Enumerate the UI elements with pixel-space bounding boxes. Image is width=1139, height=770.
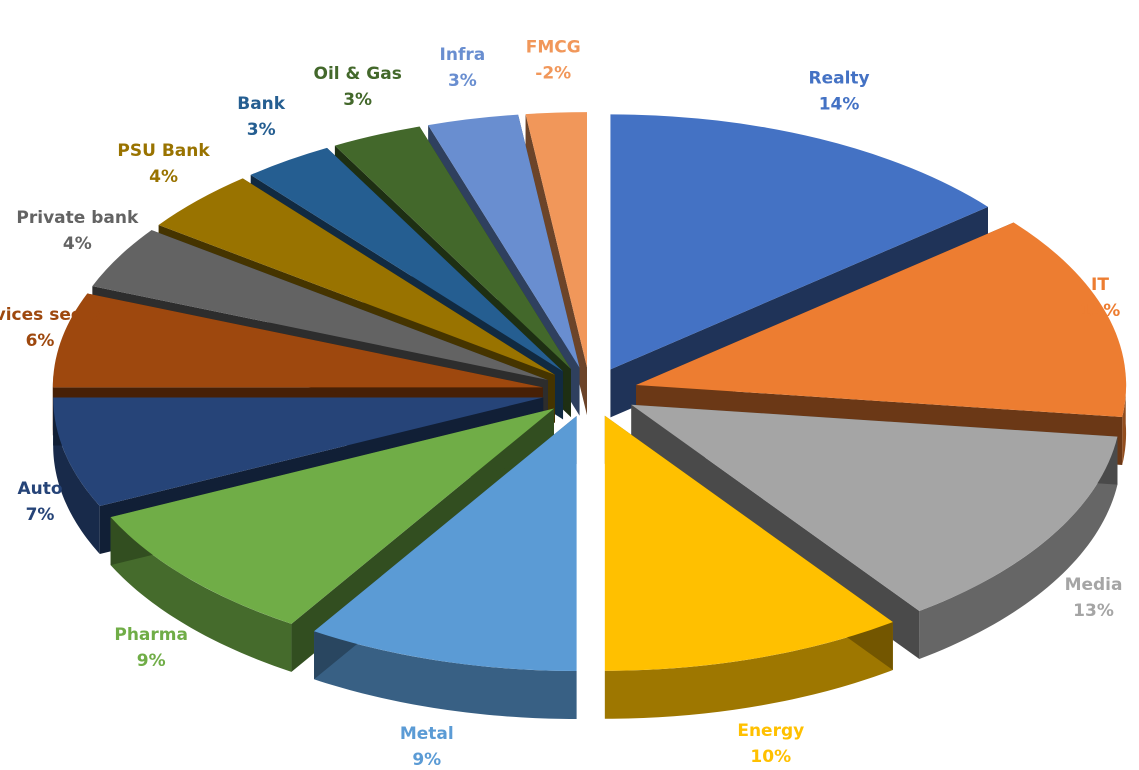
data-label-name-it: IT [1091,275,1109,295]
slice-wall-energy [604,622,893,719]
data-label-value-infra: 3% [448,71,477,91]
slice-energy [604,415,893,671]
data-label-name-media: Media [1065,575,1123,595]
data-label-name-bank: Bank [237,94,286,114]
data-label-value-bank: 3% [247,120,276,140]
slice-wall-pharma [110,517,292,672]
slice-private-bank [92,230,548,380]
data-label-value-sevices-sector: 6% [26,331,55,351]
data-label-value-fmcg: -2% [535,64,571,84]
data-label-private-bank: Private bank 4% [16,208,139,254]
slice-media [631,404,1118,612]
data-labels-layer: Realty 14%IT 13%Media 13%Energy 10%Metal 9%Ph… [0,38,1122,770]
data-label-name-private-bank: Private bank [16,208,139,228]
data-label-name-pharma: Pharma [114,625,188,645]
data-label-realty: Realty 14% [809,68,870,114]
data-label-value-it: 13% [1080,301,1121,321]
data-label-value-metal: 9% [412,750,441,770]
slice-tops-layer [52,112,1127,671]
slice-fmcg [525,112,587,368]
data-label-value-psu-bank: 4% [149,167,178,187]
data-label-value-energy: 10% [750,747,791,767]
slice-realty [610,114,988,370]
slice-sevices-sector [52,293,543,388]
data-label-value-pharma: 9% [137,651,166,671]
data-label-auto: Auto 7% [17,479,62,525]
slice-wall-media [919,436,1118,660]
slice-wall-auto [53,397,100,555]
slice-it [636,222,1127,417]
slice-infra [428,114,580,368]
data-label-name-infra: Infra [440,45,486,65]
data-label-name-auto: Auto [17,479,62,499]
data-label-name-fmcg: FMCG [526,38,581,58]
data-label-name-energy: Energy [737,721,804,741]
data-label-name-psu-bank: PSU Bank [117,141,210,161]
data-label-psu-bank: PSU Bank 4% [117,141,210,187]
data-label-value-auto: 7% [26,505,55,525]
slice-metal [314,415,577,671]
data-label-metal: Metal 9% [400,724,454,770]
data-label-bank: Bank 3% [237,94,286,140]
data-label-oil-gas: Oil & Gas 3% [314,64,402,110]
slice-wall-metal [314,631,577,719]
data-label-name-oil-gas: Oil & Gas [314,64,402,84]
data-label-energy: Energy 10% [737,721,804,767]
slice-psu-bank [158,178,556,375]
slice-pharma [110,408,554,624]
data-label-it: IT 13% [1080,275,1121,321]
data-label-infra: Infra 3% [440,45,486,91]
data-label-value-oil-gas: 3% [343,90,372,110]
data-label-fmcg: FMCG -2% [526,38,581,84]
data-label-name-realty: Realty [809,68,870,88]
data-label-media: Media 13% [1065,575,1123,621]
data-label-name-sevices-sector: Sevices sector [0,305,110,325]
data-label-sevices-sector: Sevices sector 6% [0,305,110,351]
slice-bank [250,147,564,372]
data-label-value-private-bank: 4% [63,234,92,254]
data-label-value-realty: 14% [819,94,860,114]
slice-wall-it [1122,375,1127,465]
slice-auto [53,397,544,507]
data-label-name-metal: Metal [400,724,454,744]
slice-oil-gas [334,126,571,370]
data-label-value-media: 13% [1073,601,1114,621]
data-label-pharma: Pharma 9% [114,625,188,671]
